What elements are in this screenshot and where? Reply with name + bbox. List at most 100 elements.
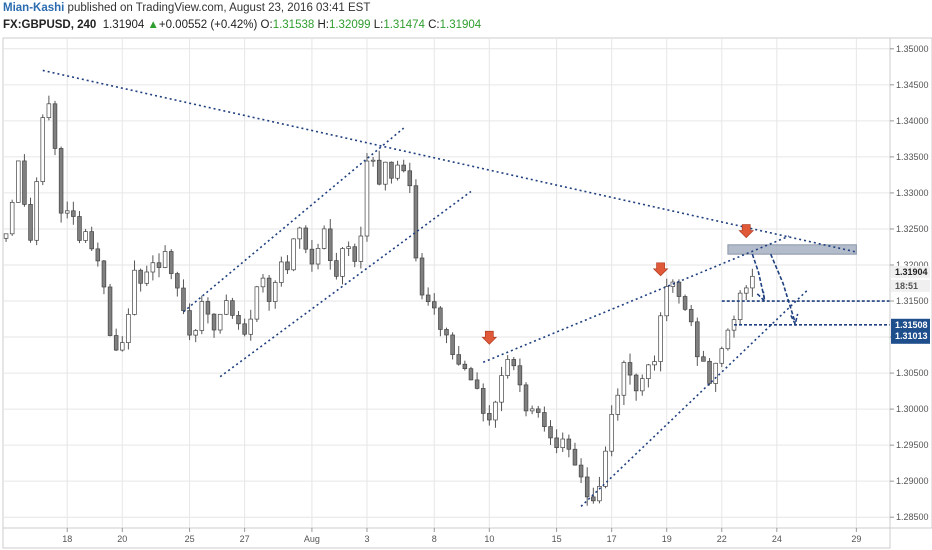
- candle-6: [40, 114, 46, 186]
- markers: [481, 224, 755, 345]
- ohlc-line: FX:GBPUSD, 240 1.31904 ▲+0.00552 (+0.42%…: [3, 19, 481, 31]
- grid-lines: [2, 37, 891, 529]
- candle-39: [242, 318, 247, 337]
- y-tick-label-6: 1.32000: [896, 260, 929, 270]
- projection-arrow-2-head: [790, 313, 799, 327]
- price-axis: 1.35000 1.34500 1.34000 1.33500 1.33000 1.325…: [889, 37, 932, 529]
- close-label: C:: [428, 19, 440, 31]
- high-value: 1.32099: [328, 19, 371, 31]
- candle-92: [566, 434, 572, 458]
- candle-34: [211, 313, 217, 338]
- candle-12: [77, 211, 82, 244]
- candle-71: [438, 306, 443, 337]
- projection-arrow-1: [751, 253, 766, 300]
- x-tick-label-2: 25: [185, 534, 195, 544]
- x-tick-label-1: 20: [117, 534, 127, 544]
- candle-121: [743, 285, 749, 301]
- candle-122: [750, 268, 755, 297]
- candle-18: [113, 328, 119, 351]
- candle-23: [144, 265, 150, 286]
- candle-85: [523, 382, 529, 417]
- candle-114: [701, 350, 706, 362]
- x-tick-label-11: 22: [717, 534, 727, 544]
- y-tick-label-8: 1.31000: [896, 332, 929, 342]
- candle-106: [652, 355, 657, 371]
- countdown-tag: 18:51: [895, 281, 918, 291]
- candle-68: [419, 253, 425, 300]
- candle-50: [309, 240, 315, 272]
- candle-108: [664, 278, 669, 322]
- candle-9: [58, 146, 64, 223]
- candle-8: [52, 100, 58, 156]
- candle-80: [493, 400, 498, 428]
- y-tick-label-2: 1.34000: [896, 116, 929, 126]
- candle-105: [646, 363, 651, 388]
- last-price: 1.31904: [102, 19, 145, 31]
- candle-83: [511, 357, 517, 371]
- candle-63: [389, 161, 394, 184]
- candle-52: [321, 225, 327, 250]
- candle-88: [542, 406, 547, 432]
- open-value: 1.31538: [272, 19, 315, 31]
- x-tick-label-7: 10: [484, 534, 494, 544]
- candle-42: [260, 274, 266, 293]
- candle-45: [279, 256, 284, 287]
- candle-47: [291, 238, 296, 272]
- candle-19: [120, 336, 125, 352]
- candle-112: [688, 304, 694, 327]
- candle-10: [64, 201, 70, 219]
- candle-103: [633, 373, 639, 401]
- candle-7: [46, 95, 52, 121]
- author-link[interactable]: Mian-Kashi: [3, 2, 65, 14]
- candle-17: [107, 283, 113, 337]
- candle-59: [364, 153, 370, 242]
- candle-58: [358, 226, 364, 269]
- y-tick-label-10: 1.30000: [896, 404, 929, 414]
- candle-65: [401, 159, 406, 173]
- resistance-zone: [727, 244, 857, 255]
- candle-66: [407, 162, 413, 194]
- candle-3: [22, 154, 27, 207]
- y-tick-label-11: 1.29500: [896, 440, 929, 450]
- candle-21: [132, 260, 137, 316]
- current-price-tag: 1.31904: [895, 267, 928, 277]
- symbol-label[interactable]: FX:GBPUSD, 240: [3, 19, 97, 31]
- y-tick-label-7: 1.31500: [896, 296, 929, 306]
- candle-41: [254, 285, 260, 323]
- y-tick-label-0: 1.35000: [896, 44, 929, 54]
- price-label-2: 1.31508: [895, 333, 928, 343]
- x-tick-label-4: Aug: [304, 534, 320, 544]
- open-label: O:: [260, 19, 273, 31]
- candle-73: [450, 332, 455, 360]
- candle-72: [444, 327, 449, 344]
- candle-35: [217, 313, 223, 334]
- candle-109: [670, 279, 676, 293]
- publish-line: Mian-Kashi published on TradingView.com,…: [3, 2, 370, 14]
- candle-1: [9, 199, 15, 236]
- candle-5: [34, 177, 39, 246]
- y-tick-label-5: 1.32500: [896, 224, 929, 234]
- current-price-tag-bg: [891, 265, 930, 278]
- published-text: published on TradingView.com, August 23,…: [67, 2, 371, 14]
- projection-arrow-1-head: [756, 291, 766, 304]
- candle-31: [193, 329, 198, 343]
- candle-102: [627, 353, 633, 385]
- down-arrow-marker-2: [652, 262, 669, 277]
- candle-90: [554, 429, 559, 454]
- candle-54: [334, 252, 339, 280]
- candle-62: [383, 161, 388, 191]
- high-label: H:: [317, 19, 329, 31]
- candle-60: [370, 156, 376, 167]
- candle-116: [713, 362, 718, 392]
- rising-wedge-lower: [580, 289, 808, 507]
- x-tick-label-3: 27: [240, 534, 250, 544]
- time-axis-bg: [2, 527, 891, 549]
- x-tick-label-9: 17: [607, 534, 617, 544]
- down-arrow-marker-3: [738, 224, 755, 239]
- candle-43: [266, 274, 272, 311]
- x-tick-label-12: 24: [772, 534, 782, 544]
- candle-22: [138, 268, 143, 292]
- price-label-3: 1.31013: [895, 331, 928, 341]
- candle-46: [285, 255, 290, 274]
